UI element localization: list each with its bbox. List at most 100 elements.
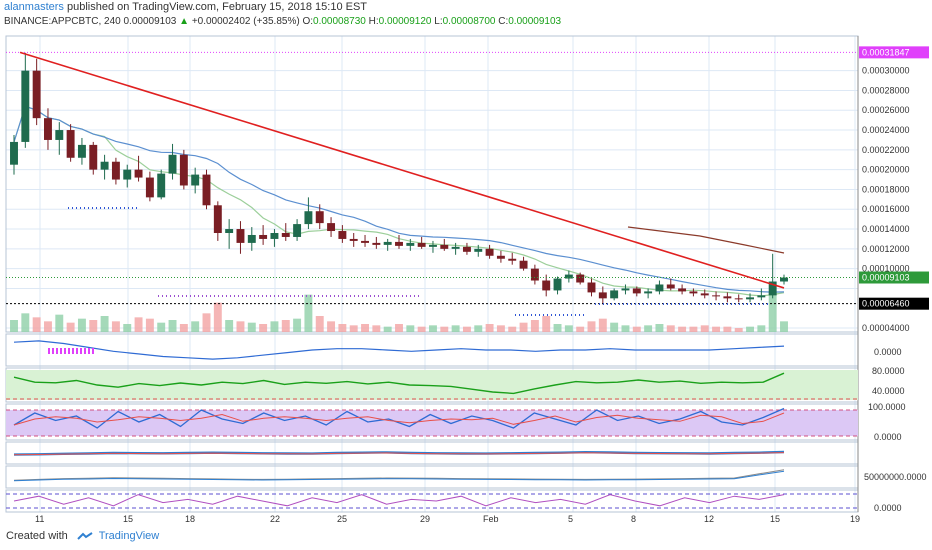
candle-body — [372, 242, 381, 245]
high-price-badge: 0.00031847 — [862, 47, 910, 57]
volume-oscillator-line — [13, 469, 785, 481]
volume-bar — [610, 322, 619, 332]
volume-bar — [191, 321, 200, 332]
candle-body — [644, 291, 653, 294]
candle-body — [689, 291, 698, 294]
volume-bar — [780, 321, 788, 332]
volume-bar — [576, 326, 585, 332]
price-tick-label: 0.00024000 — [862, 125, 910, 135]
volume-bar — [55, 314, 64, 332]
volume-bar — [462, 326, 471, 332]
candle-body — [496, 255, 505, 259]
ohlc-header: BINANCE:APPCBTC, 240 0.00009103 ▲ +0.000… — [4, 16, 561, 27]
wave-axis-label: 0.0000 — [874, 503, 902, 513]
candle-body — [225, 229, 234, 234]
volume-bar — [734, 328, 743, 332]
tradingview-logo-icon — [77, 531, 93, 540]
volume-bar — [746, 326, 754, 332]
volume-bar — [202, 313, 211, 332]
volume-bar — [564, 325, 573, 332]
volume-bar — [259, 324, 268, 332]
oscillator-axis-label-low: 40.0000 — [872, 386, 905, 396]
macd-histogram-bar — [92, 348, 94, 354]
volume-bar — [666, 325, 675, 332]
candle-body — [768, 281, 777, 296]
volume-bar — [598, 318, 607, 332]
candle-body — [542, 280, 551, 291]
x-tick-label: 12 — [704, 514, 714, 524]
candle-body — [712, 295, 721, 297]
volume-bar — [89, 320, 98, 332]
volume-bar — [485, 324, 494, 332]
rsi-axis-label-low: 0.0000 — [874, 432, 902, 442]
rsi-axis-label-high: 100.0000 — [868, 402, 906, 412]
volume-bar — [21, 313, 30, 332]
close-value: 0.00009103 — [508, 16, 562, 27]
macd-histogram-bar — [80, 348, 82, 354]
x-tick-label: 15 — [770, 514, 780, 524]
published-text: published on TradingView.com, February 1… — [66, 1, 368, 13]
price-tick-label: 0.00012000 — [862, 244, 910, 254]
macd-histogram-bar — [68, 348, 70, 354]
volume-bar — [406, 325, 415, 332]
moving-average-fast — [13, 105, 785, 297]
oscillator-line — [13, 372, 785, 395]
candle-body — [564, 274, 573, 279]
candle-body — [632, 288, 641, 294]
volume-bar — [496, 325, 505, 332]
tradingview-brand[interactable]: TradingView — [98, 530, 160, 542]
x-tick-label: 19 — [850, 514, 860, 524]
macd-histogram-bar — [88, 348, 90, 354]
footer: Created with TradingView — [6, 530, 159, 542]
macd-histogram-bar — [76, 348, 78, 354]
candle-body — [66, 130, 75, 158]
volume-bar — [145, 318, 154, 332]
candle-body — [519, 260, 528, 269]
rsi-line — [13, 407, 785, 429]
candle-body — [757, 295, 766, 298]
price-tick-label: 0.00020000 — [862, 165, 910, 175]
price-tick-label: 0.00016000 — [862, 204, 910, 214]
candle-body — [666, 284, 675, 289]
volume-bar — [508, 326, 517, 332]
author-link[interactable]: alanmasters — [4, 1, 64, 13]
volume-bar — [66, 322, 75, 332]
countdown-badge-bg — [859, 283, 929, 296]
candle-body — [780, 277, 788, 282]
moving-average-slow — [13, 105, 785, 293]
volume-bar — [644, 325, 653, 332]
volume-bar — [304, 294, 313, 332]
volume-bar — [225, 320, 234, 332]
volume-bar — [451, 325, 460, 332]
candle-body — [746, 297, 754, 300]
x-tick-label: 5 — [568, 514, 573, 524]
candle-body — [236, 229, 245, 243]
high-price-badge-bg — [859, 46, 929, 59]
volume-bar — [417, 326, 426, 332]
trend-signal-line — [13, 452, 785, 456]
candle-body — [315, 211, 324, 224]
candle-body — [417, 242, 426, 247]
x-tick-label: 11 — [35, 514, 44, 524]
volume-bar — [10, 320, 18, 332]
volume-bar — [530, 320, 539, 332]
volume-bar — [519, 322, 528, 332]
open-value: 0.00008730 — [313, 16, 366, 27]
rsi-signal-line — [13, 412, 785, 426]
macd-line — [13, 340, 785, 360]
candle-body — [349, 238, 358, 241]
volume-bar — [440, 326, 449, 332]
last-price-badge: 0.00009103 — [862, 273, 910, 283]
candle-body — [655, 284, 664, 292]
candle-body — [723, 296, 732, 299]
volume-bar — [678, 326, 687, 332]
macd-histogram-bar — [72, 348, 74, 354]
x-tick-label: 8 — [631, 514, 636, 524]
volume-bar — [689, 326, 698, 332]
volume-bar — [768, 292, 777, 332]
chart-canvas[interactable]: 11 15 18 22 25 29 Feb 5 8 12 15 19 0.00030000 0.00028… — [0, 30, 932, 530]
volume-bar — [621, 325, 630, 332]
candle-body — [576, 274, 585, 283]
last-price: 0.00009103 — [123, 16, 177, 27]
countdown-badge: 03:49:14 — [862, 285, 897, 295]
